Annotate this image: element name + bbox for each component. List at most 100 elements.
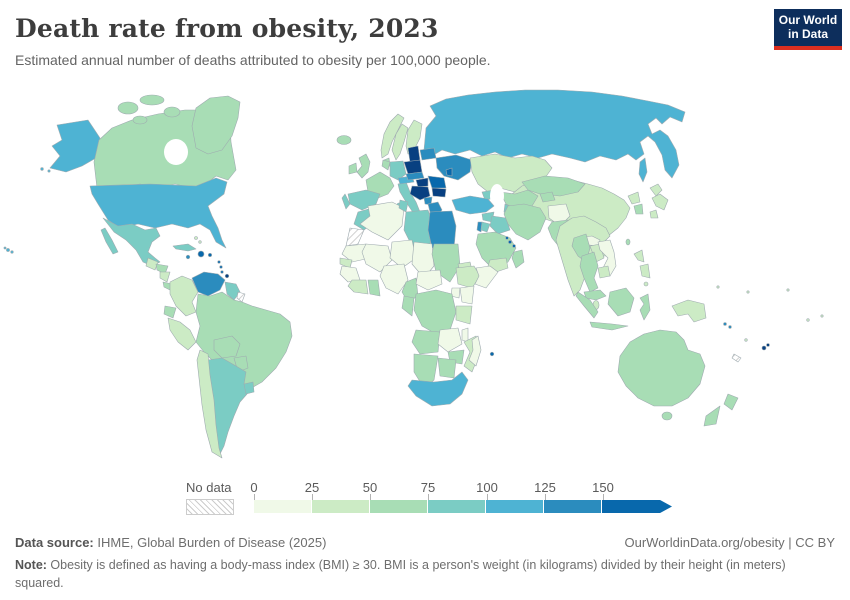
- country-botswana[interactable]: [437, 357, 457, 379]
- country-guyana-suriname[interactable]: [224, 281, 241, 301]
- country-hawaii[interactable]: [10, 250, 14, 254]
- country-mongolia[interactable]: [521, 175, 586, 197]
- country-philippines[interactable]: [633, 249, 645, 263]
- country-germany[interactable]: [389, 160, 407, 181]
- country-trinidad[interactable]: [224, 273, 230, 279]
- legend-segment-100-125[interactable]: [486, 500, 544, 513]
- country-gulf-states[interactable]: [508, 240, 512, 244]
- country-jordan[interactable]: [480, 221, 491, 233]
- country-gabon-congo[interactable]: [401, 295, 415, 317]
- country-sakhalin[interactable]: [638, 157, 648, 183]
- legend-no-data-swatch[interactable]: [186, 499, 234, 515]
- country-alaska[interactable]: [49, 119, 101, 173]
- country-bahamas[interactable]: [194, 236, 198, 240]
- country-french-guiana[interactable]: [236, 291, 246, 303]
- country-alaska[interactable]: [40, 167, 44, 171]
- country-fiji[interactable]: [761, 345, 767, 351]
- country-colombia[interactable]: [169, 275, 199, 317]
- country-algeria[interactable]: [359, 201, 405, 241]
- country-philippines[interactable]: [639, 263, 651, 279]
- country-ghana-togo[interactable]: [367, 279, 381, 297]
- country-lesser-antilles[interactable]: [219, 265, 223, 269]
- country-turkey[interactable]: [451, 195, 495, 215]
- country-indonesia[interactable]: [639, 293, 651, 321]
- country-iceland[interactable]: [336, 135, 352, 145]
- country-venezuela[interactable]: [191, 271, 226, 297]
- country-jamaica[interactable]: [185, 254, 191, 260]
- country-tanzania[interactable]: [455, 305, 473, 325]
- country-bulgaria[interactable]: [431, 187, 447, 198]
- country-ivory-liberia[interactable]: [347, 279, 369, 295]
- country-nicaragua[interactable]: [159, 271, 171, 283]
- country-brazil[interactable]: [195, 291, 293, 397]
- country-arctic-islands[interactable]: [117, 101, 139, 115]
- country-gulf-states[interactable]: [512, 244, 516, 248]
- country-uruguay[interactable]: [243, 381, 255, 395]
- country-iraq[interactable]: [489, 215, 511, 235]
- country-taiwan[interactable]: [625, 238, 631, 246]
- country-south-africa[interactable]: [407, 371, 469, 407]
- country-belarus[interactable]: [419, 147, 437, 161]
- country-hawaii[interactable]: [6, 248, 10, 252]
- owid-logo[interactable]: Our World in Data: [774, 9, 842, 50]
- country-mauritius[interactable]: [489, 351, 495, 357]
- country-oman[interactable]: [511, 249, 525, 269]
- country-egypt[interactable]: [427, 210, 457, 249]
- country-pacific-islands[interactable]: [746, 290, 750, 294]
- owid-link[interactable]: OurWorldinData.org/obesity | CC BY: [624, 535, 836, 550]
- country-puerto-rico[interactable]: [208, 253, 213, 258]
- country-pacific-islands[interactable]: [786, 288, 790, 292]
- country-alaska[interactable]: [47, 169, 51, 173]
- country-solomons[interactable]: [723, 322, 727, 326]
- country-japan[interactable]: [649, 183, 663, 197]
- country-cuba[interactable]: [172, 243, 197, 252]
- country-somalia[interactable]: [474, 265, 499, 289]
- country-hawaii[interactable]: [3, 246, 7, 250]
- country-mexico[interactable]: [102, 217, 161, 267]
- country-philippines[interactable]: [643, 281, 649, 287]
- country-zambia[interactable]: [437, 327, 463, 353]
- country-car[interactable]: [415, 269, 443, 291]
- legend-segment-0-25[interactable]: [254, 500, 312, 513]
- country-norway[interactable]: [380, 113, 405, 159]
- country-iran[interactable]: [503, 203, 547, 241]
- country-moldova[interactable]: [445, 167, 453, 177]
- legend-color-bar[interactable]: [254, 500, 672, 513]
- country-bahamas[interactable]: [198, 240, 202, 244]
- country-w-sahara[interactable]: [345, 227, 365, 247]
- country-new-zealand[interactable]: [703, 405, 721, 427]
- country-pacific-islands[interactable]: [806, 318, 810, 322]
- country-solomons[interactable]: [728, 325, 732, 329]
- country-south-korea[interactable]: [633, 203, 644, 215]
- legend-segment-75-100[interactable]: [428, 500, 486, 513]
- country-new-zealand[interactable]: [723, 393, 739, 411]
- country-kyrgyz-tajik[interactable]: [539, 191, 556, 203]
- country-czech-slovakia[interactable]: [405, 171, 425, 181]
- country-lesser-antilles[interactable]: [220, 270, 224, 274]
- country-greenland[interactable]: [191, 95, 241, 155]
- country-nigeria[interactable]: [379, 263, 409, 295]
- country-mauritania[interactable]: [341, 243, 371, 263]
- country-japan[interactable]: [651, 193, 669, 211]
- country-mali[interactable]: [361, 243, 393, 273]
- country-japan[interactable]: [649, 209, 659, 219]
- country-pacific-islands[interactable]: [820, 314, 824, 318]
- country-australia[interactable]: [617, 329, 706, 407]
- country-ecuador[interactable]: [163, 305, 177, 319]
- legend-segment-150-plus[interactable]: [602, 500, 672, 513]
- legend-segment-125-150[interactable]: [544, 500, 602, 513]
- country-angola[interactable]: [411, 329, 441, 355]
- country-kenya[interactable]: [459, 285, 475, 305]
- country-papua[interactable]: [671, 299, 707, 323]
- country-portugal[interactable]: [341, 193, 351, 210]
- country-indonesia[interactable]: [607, 287, 635, 317]
- country-uk[interactable]: [356, 153, 371, 179]
- country-niger[interactable]: [389, 239, 417, 269]
- country-baltics[interactable]: [407, 145, 421, 163]
- country-ukraine[interactable]: [435, 154, 473, 181]
- country-lesser-antilles[interactable]: [217, 260, 221, 264]
- country-romania[interactable]: [427, 175, 447, 189]
- country-sweden[interactable]: [391, 123, 409, 161]
- country-madagascar[interactable]: [468, 335, 482, 367]
- country-thailand[interactable]: [579, 251, 599, 293]
